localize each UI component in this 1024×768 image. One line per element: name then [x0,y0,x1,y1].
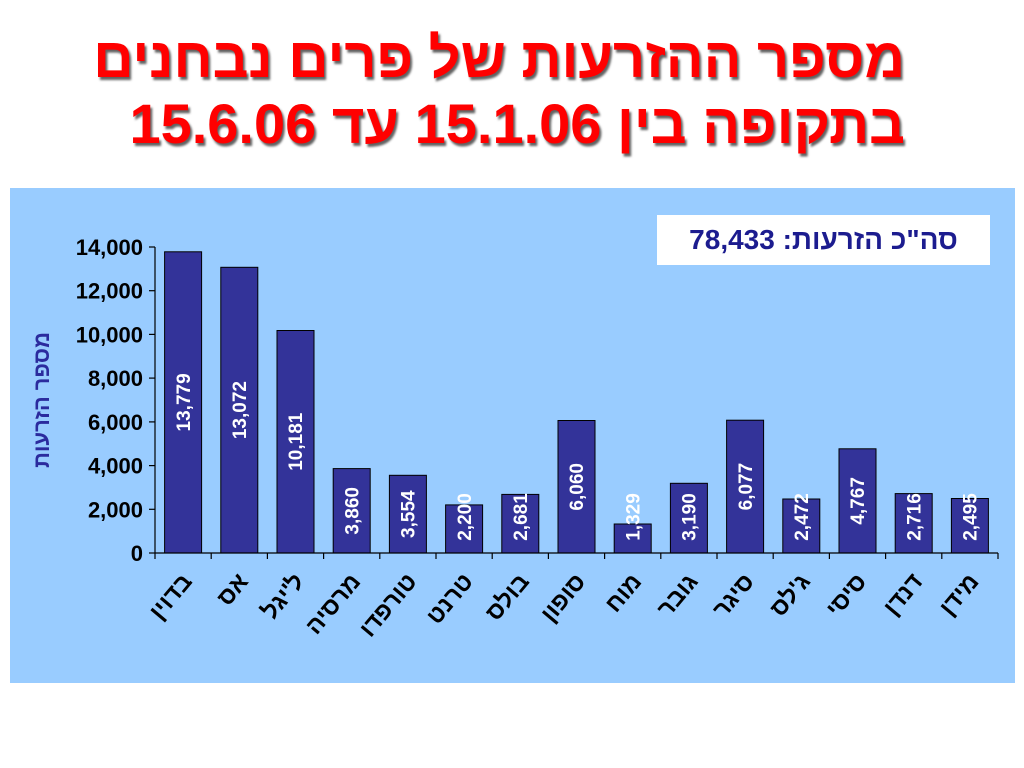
x-tick-label-8: סופון [536,569,591,628]
x-tick-label-12: ג'לס [765,569,816,623]
bar-value-label-2: 13,072 [230,381,251,439]
x-tick-label-9: מוח [600,569,647,618]
y-axis-title: מספר הזרעות [29,332,54,468]
total-value: 78,433 [689,224,775,255]
bar-value-label-10: 3,190 [680,493,701,541]
x-tick-label-14: דנדן [878,568,928,620]
y-tick-label-6: 10,000 [76,322,143,347]
x-tick-label-11: סיגר [708,569,760,624]
x-tick-label-7: בולס [480,569,534,627]
bar-8 [557,420,596,554]
total-label: סה"כ הזרעות: [782,224,958,255]
bar-1 [164,251,203,554]
y-tick-label-7: 12,000 [76,279,143,304]
y-tick-label-5: 8,000 [88,366,143,391]
bar-value-label-14: 2,716 [904,493,925,541]
bar-value-label-11: 6,077 [736,463,757,511]
bar-value-label-4: 3,860 [342,487,363,535]
x-tick-label-4: מרסיה [300,569,366,640]
x-tick-label-6: טרנט [421,569,478,630]
x-tick-label-3: ל'יגל [257,569,310,625]
slide-title: מספר ההזרעות של פרים נבחנים בתקופה בין 1… [93,25,905,157]
bar-5 [388,474,427,554]
bar-value-label-7: 2,681 [511,493,532,541]
total-inseminations-box: סה"כ הזרעות: 78,433 [657,215,990,265]
y-tick-label-2: 2,000 [88,497,143,522]
bar-4 [332,468,371,554]
bar-15 [950,498,989,554]
bar-13 [838,448,877,554]
x-tick-label-1: בדוין [144,569,198,625]
bar-14 [894,493,933,554]
bar-10 [669,482,708,554]
x-tick-label-5: טורפדו [354,569,422,643]
y-tick-label-3: 4,000 [88,454,143,479]
bar-value-label-5: 3,554 [399,490,420,538]
bar-6 [445,504,484,554]
bar-7 [501,493,540,554]
labels-layer: 13,779 בדוין 13,072 אס 10,181 ל'יגל 3,860 מרסיה… [76,235,985,642]
bar-value-label-15: 2,495 [961,493,982,541]
x-tick-label-15: מידן [934,569,984,622]
ticks-layer [149,246,999,559]
x-tick-label-13: סיסי [821,569,872,623]
bar-value-label-6: 2,200 [455,493,476,541]
bar-value-label-12: 2,472 [792,493,813,541]
bars-layer [164,251,989,554]
bar-2 [220,266,259,554]
bar-value-label-3: 10,181 [286,412,307,471]
bar-12 [782,498,821,554]
title-line-2: בתקופה בין 15.1.06 עד 15.6.06 [129,92,905,155]
y-tick-label-4: 6,000 [88,410,143,435]
x-tick-label-10: גובר [652,569,703,623]
bar-value-label-9: 1,329 [623,493,644,541]
bar-value-label-13: 4,767 [848,477,869,525]
bar-3 [276,330,315,554]
x-tick-label-2: אס [212,569,254,612]
bar-value-label-8: 6,060 [567,463,588,511]
y-tick-label-8: 14,000 [76,235,143,260]
bar-9 [613,523,652,554]
bar-value-label-1: 13,779 [174,373,195,431]
y-tick-label-1: 0 [131,541,143,566]
bar-11 [726,419,765,554]
title-line-1: מספר ההזרעות של פרים נבחנים [93,26,905,89]
